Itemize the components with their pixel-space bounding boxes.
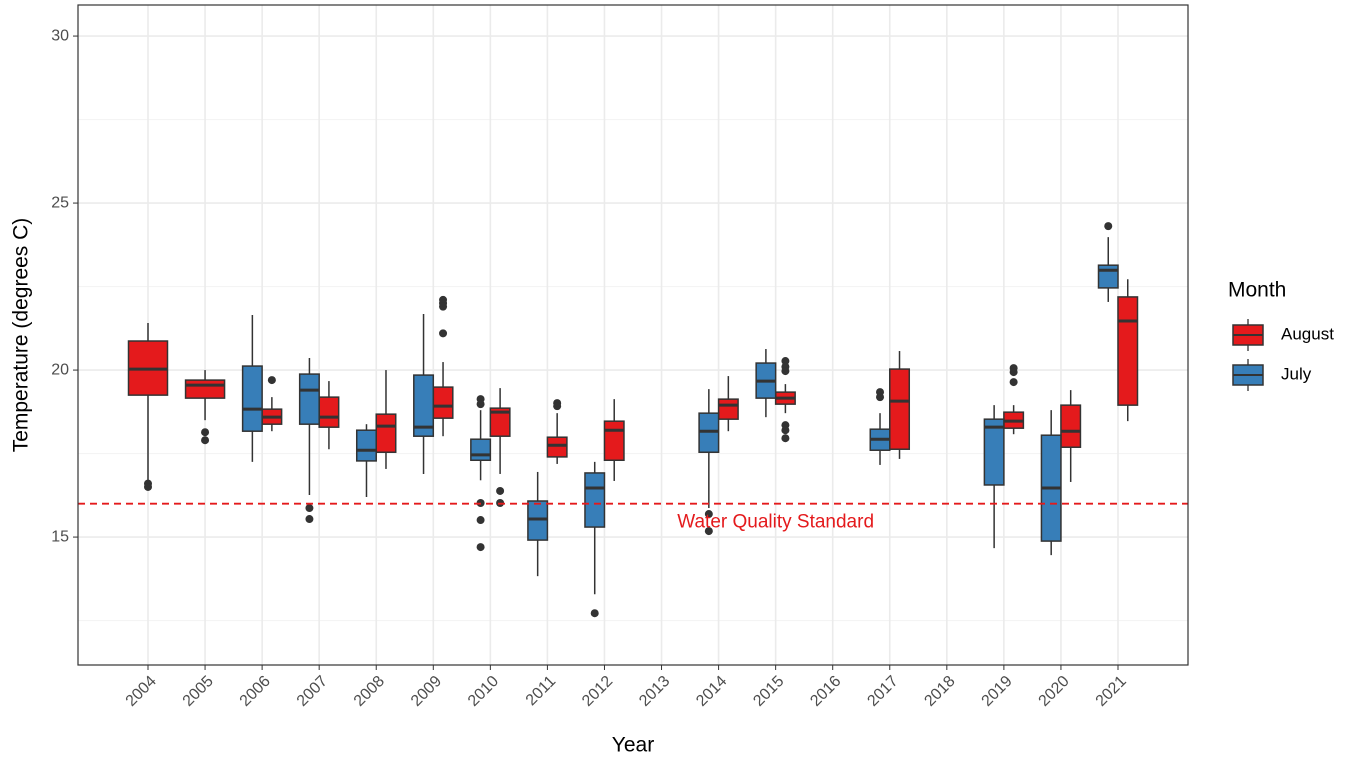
box xyxy=(432,386,454,419)
box xyxy=(889,368,911,450)
outlier xyxy=(305,515,314,524)
box xyxy=(184,379,226,399)
x-tick-label: 2017 xyxy=(864,673,901,710)
box xyxy=(1117,296,1139,406)
outlier xyxy=(305,504,314,513)
y-axis-title: Temperature (degrees C) xyxy=(10,218,33,453)
outlier xyxy=(1009,378,1018,387)
box xyxy=(717,398,739,420)
x-tick-label: 2008 xyxy=(351,673,388,710)
outlier xyxy=(704,510,713,519)
box xyxy=(470,438,492,462)
box xyxy=(355,429,377,462)
outlier xyxy=(781,357,790,366)
box xyxy=(375,413,397,453)
outlier xyxy=(144,482,152,491)
outlier xyxy=(496,486,505,495)
outlier xyxy=(590,609,599,618)
panel-border xyxy=(77,4,1189,666)
legend-title: Month xyxy=(1228,279,1286,302)
y-tick-label: 25 xyxy=(51,194,69,211)
x-tick-label: 2019 xyxy=(979,673,1016,710)
box xyxy=(527,500,549,541)
x-tick-label: 2007 xyxy=(294,673,331,710)
outlier xyxy=(553,402,562,411)
x-tick-label: 2014 xyxy=(693,673,730,710)
outlier xyxy=(439,302,448,311)
box xyxy=(298,373,320,425)
outlier xyxy=(781,367,790,376)
x-tick-label: 2016 xyxy=(807,673,844,710)
outlier xyxy=(201,436,210,445)
x-tick-label: 2004 xyxy=(123,673,160,710)
box xyxy=(413,374,435,437)
y-tick-label: 15 xyxy=(51,528,69,545)
x-tick-label: 2005 xyxy=(180,673,217,710)
box xyxy=(983,418,1005,486)
x-tick-label: 2006 xyxy=(237,673,274,710)
x-tick-label: 2012 xyxy=(579,673,616,710)
y-tick-label: 30 xyxy=(51,27,69,44)
box xyxy=(603,420,625,462)
x-tick-label: 2011 xyxy=(523,673,559,709)
box xyxy=(489,407,511,437)
x-tick-label: 2009 xyxy=(408,673,445,710)
box xyxy=(584,472,606,528)
box xyxy=(1097,264,1119,289)
outlier xyxy=(439,329,448,338)
box xyxy=(698,412,720,453)
plot-background xyxy=(78,5,1188,665)
outlier xyxy=(1009,368,1018,377)
legend-label: July xyxy=(1281,364,1312,383)
outlier xyxy=(781,434,790,443)
x-tick-label: 2015 xyxy=(750,673,787,710)
outlier xyxy=(1104,222,1113,231)
x-tick-label: 2013 xyxy=(636,673,673,710)
outlier xyxy=(201,428,210,437)
reference-label: Water Quality Standard xyxy=(677,512,874,533)
outlier xyxy=(476,543,485,552)
x-tick-label: 2018 xyxy=(921,673,958,710)
outlier xyxy=(704,527,713,536)
outlier xyxy=(876,393,885,402)
x-tick-label: 2010 xyxy=(465,673,502,710)
x-tick-label: 2020 xyxy=(1036,673,1073,710)
box xyxy=(1060,404,1082,448)
outlier xyxy=(476,400,485,409)
outlier xyxy=(781,426,790,435)
x-axis-title: Year xyxy=(612,734,654,757)
y-tick-label: 20 xyxy=(51,361,69,378)
outlier xyxy=(267,376,276,385)
box xyxy=(546,436,568,458)
x-tick-label: 2021 xyxy=(1093,673,1130,710)
legend-label: August xyxy=(1281,324,1334,343)
box xyxy=(241,365,263,432)
outlier xyxy=(476,516,485,525)
box xyxy=(318,396,340,428)
